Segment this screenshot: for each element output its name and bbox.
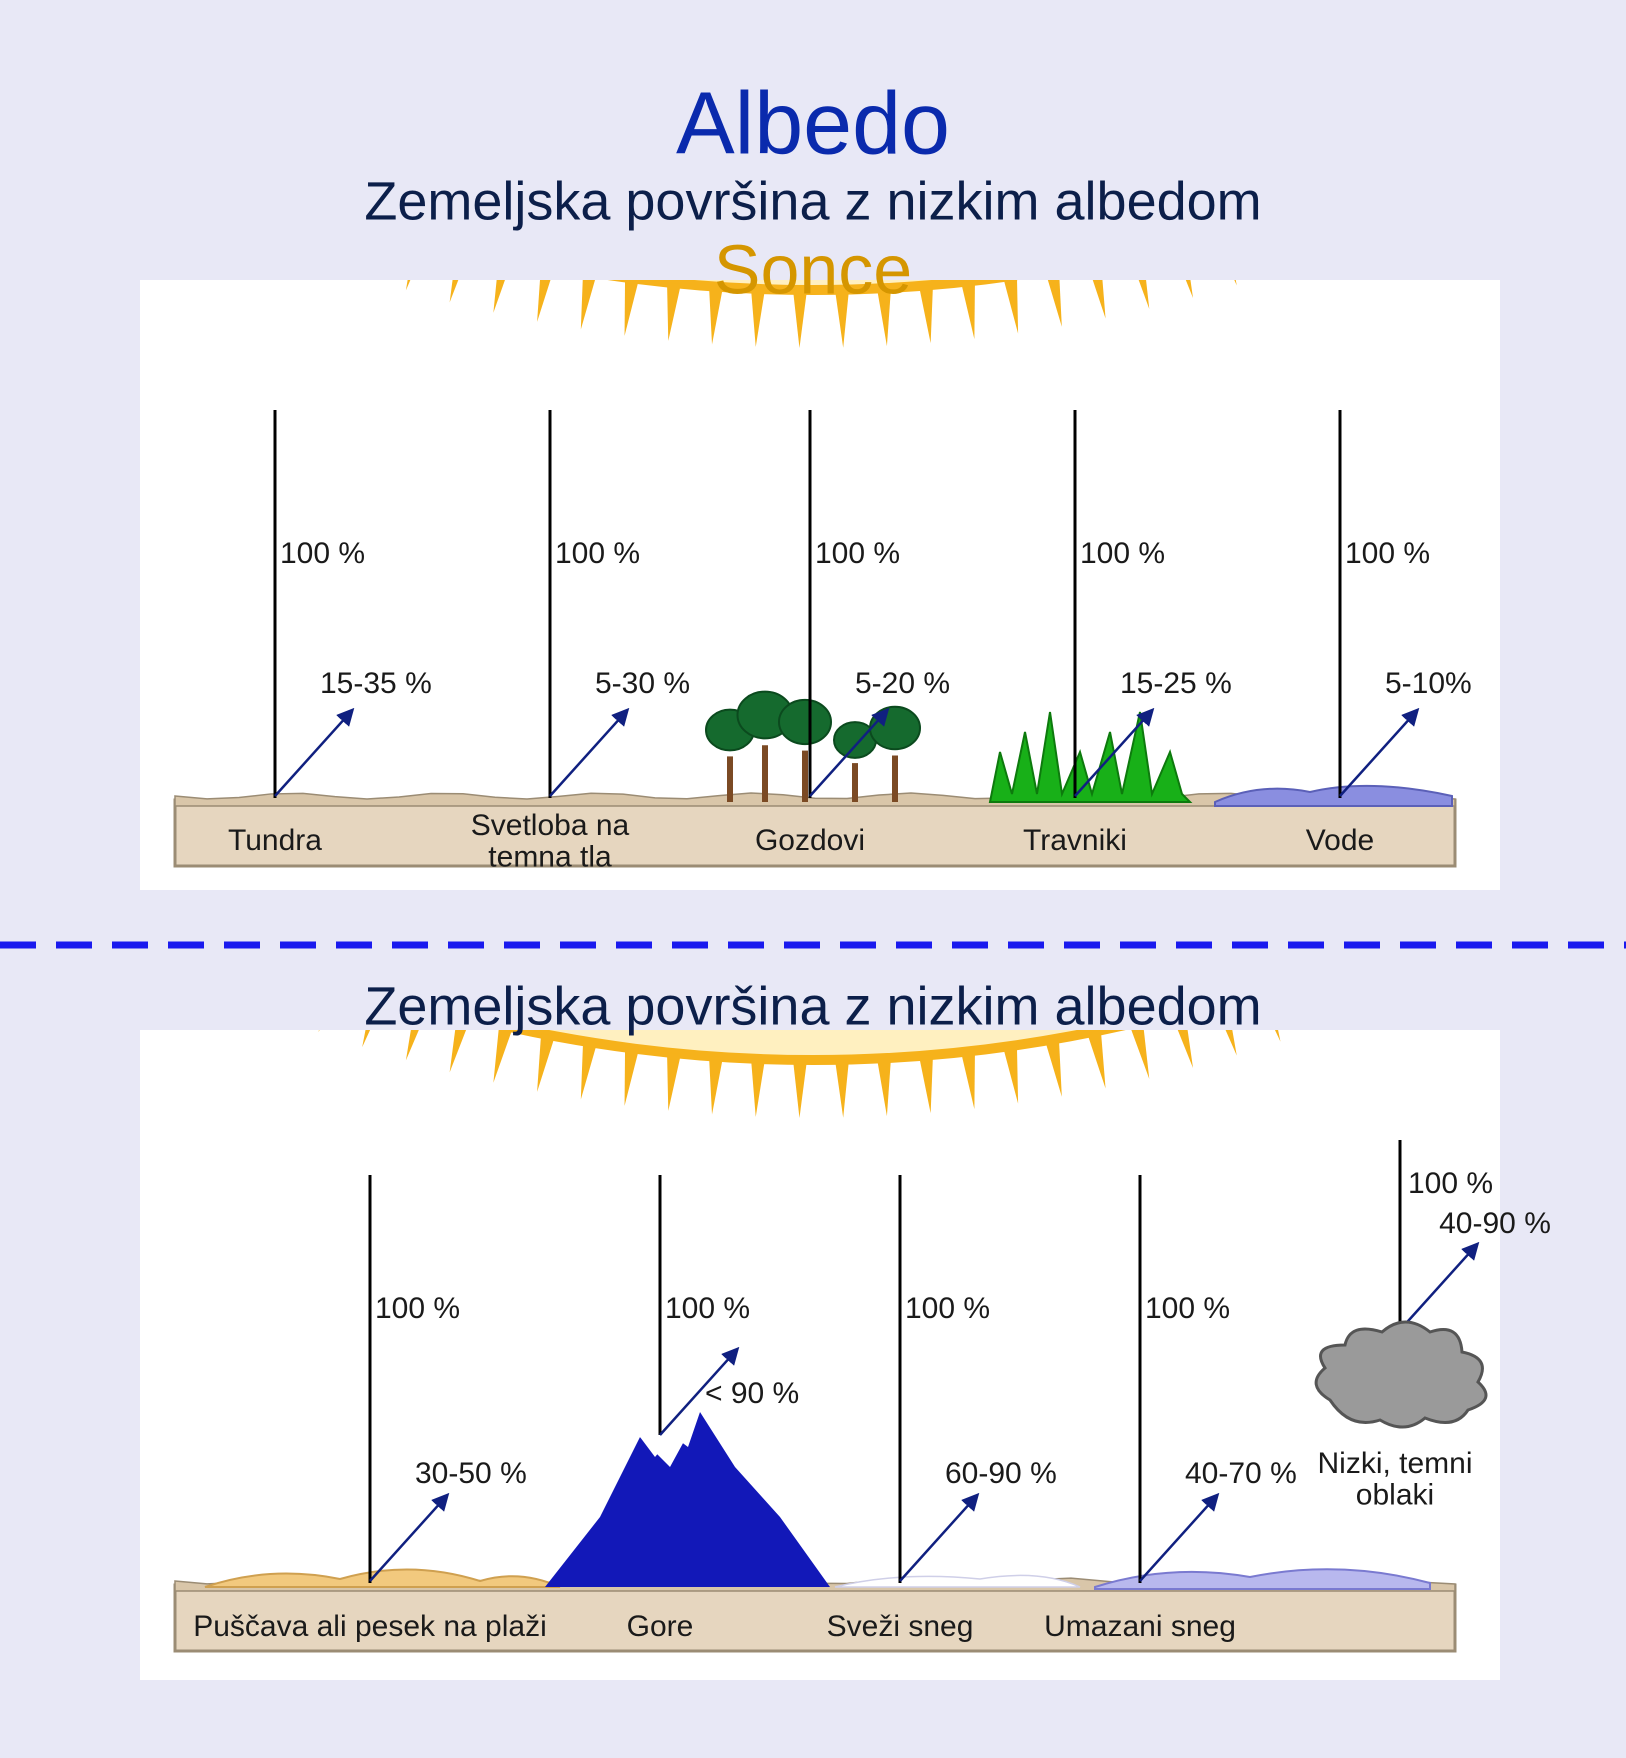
subtitle-2: Zemeljska površina z nizkim albedom: [364, 976, 1261, 1036]
incident-label: 100 %: [665, 1292, 750, 1325]
albedo-label: 15-35 %: [320, 667, 432, 700]
surface-label: Gore: [627, 1610, 694, 1643]
incident-label: 100 %: [375, 1292, 460, 1325]
incident-label: 100 %: [1080, 537, 1165, 570]
incident-label: 100 %: [1408, 1167, 1493, 1200]
sun-label: Sonce: [714, 230, 912, 308]
incident-label: 100 %: [905, 1292, 990, 1325]
subtitle-1: Zemeljska površina z nizkim albedom: [364, 171, 1261, 231]
albedo-label: 40-70 %: [1185, 1457, 1297, 1490]
surface-label: Vode: [1306, 824, 1374, 857]
incident-label: 100 %: [280, 537, 365, 570]
incident-label: 100 %: [555, 537, 640, 570]
incident-label: 100 %: [1345, 537, 1430, 570]
surface-label: Puščava ali pesek na plaži: [193, 1610, 547, 1643]
surface-label: Umazani sneg: [1044, 1610, 1236, 1643]
albedo-label: < 90 %: [705, 1377, 799, 1410]
albedo-label: 5-30 %: [595, 667, 690, 700]
surface-label: Gozdovi: [755, 824, 865, 857]
surface-label: Svetloba natemna tla: [471, 809, 630, 874]
main-title: Albedo: [676, 73, 950, 172]
albedo-label: 5-10%: [1385, 667, 1472, 700]
albedo-label: 60-90 %: [945, 1457, 1057, 1490]
albedo-label: 40-90 %: [1439, 1207, 1551, 1240]
incident-label: 100 %: [815, 537, 900, 570]
incident-label: 100 %: [1145, 1292, 1230, 1325]
surface-label: Sveži sneg: [827, 1610, 974, 1643]
albedo-label: 15-25 %: [1120, 667, 1232, 700]
albedo-label: 5-20 %: [855, 667, 950, 700]
surface-label: Travniki: [1023, 824, 1127, 857]
albedo-label: 30-50 %: [415, 1457, 527, 1490]
surface-label: Tundra: [228, 824, 322, 857]
